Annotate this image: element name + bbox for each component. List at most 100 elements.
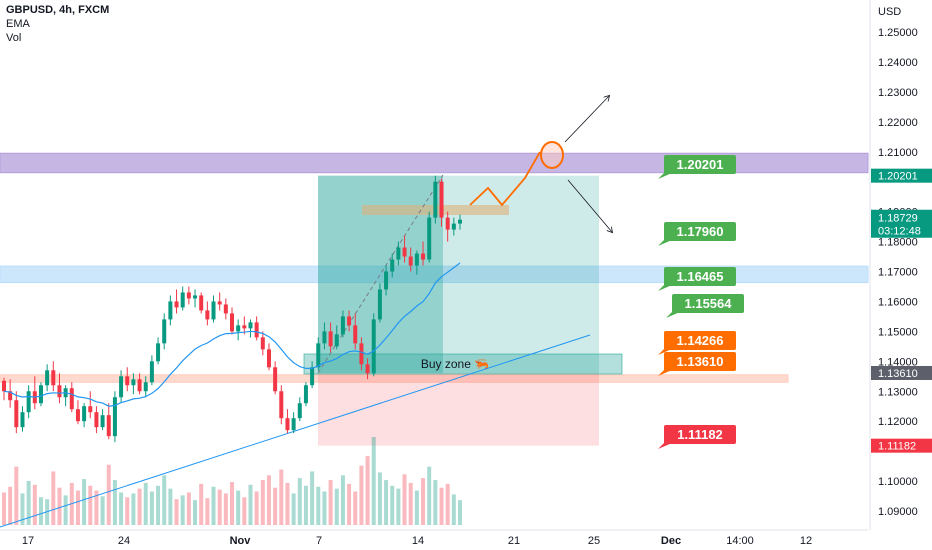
axis-price-tag-label: 1.11182 <box>878 441 916 453</box>
candle-body <box>193 295 198 299</box>
candle-body <box>359 343 364 365</box>
callout-label: 1.11182 <box>677 427 723 442</box>
projection-path <box>469 151 541 207</box>
candle-body <box>310 367 315 386</box>
candle-body <box>223 304 228 314</box>
callout-pointer <box>658 285 672 291</box>
volume-bar <box>279 469 284 525</box>
candle-body <box>230 313 234 332</box>
volume-bar <box>38 497 43 525</box>
candle-body <box>273 367 278 392</box>
volume-bar <box>143 482 148 525</box>
candle-body <box>180 292 185 308</box>
volume-bar <box>285 482 290 525</box>
volume-bar <box>340 475 345 525</box>
support-zone <box>0 265 869 284</box>
candle-body <box>106 415 111 437</box>
axis-price-tag <box>871 438 932 453</box>
candle-body <box>248 322 253 329</box>
volume-bar <box>396 488 401 525</box>
volume-bar <box>156 485 161 525</box>
candle-body <box>427 217 432 260</box>
volume-bar <box>168 488 173 525</box>
time-tick-label: Nov <box>230 535 252 547</box>
callout-label: 1.20201 <box>677 157 724 172</box>
candle-body <box>112 397 117 437</box>
time-tick-label: Dec <box>661 535 681 547</box>
volume-bar <box>14 466 19 525</box>
candle-body <box>149 361 154 383</box>
candle-body <box>334 334 339 347</box>
buy-zone-box <box>303 353 623 375</box>
volume-bar <box>266 475 271 525</box>
candle-body <box>174 301 179 308</box>
candle-body <box>254 322 259 338</box>
candle-body <box>285 418 290 431</box>
callout-pointer <box>666 312 680 318</box>
volume-bar <box>248 484 253 525</box>
trend-line <box>0 334 591 528</box>
axis-price-tag <box>871 365 932 380</box>
candle-body <box>236 325 241 332</box>
callout-label: 1.17960 <box>677 224 724 239</box>
candle-body <box>38 385 43 404</box>
volume-bar <box>353 491 358 525</box>
candle-body <box>242 325 247 329</box>
ema-line <box>3 262 461 407</box>
candle-body <box>211 301 216 320</box>
callout-label: 1.16465 <box>677 269 724 284</box>
callout-pointer <box>658 240 672 246</box>
volume-bar <box>162 475 167 525</box>
volume-bar <box>303 485 308 525</box>
time-tick-label: 12 <box>800 535 812 547</box>
volume-bar <box>359 465 364 525</box>
volume-bar <box>199 483 204 525</box>
price-tick-label: 1.23000 <box>878 87 918 99</box>
price-tick-label: 1.15000 <box>878 326 918 338</box>
callout-box <box>664 155 736 174</box>
volume-bar <box>2 492 6 525</box>
candle-body <box>100 415 105 428</box>
time-tick-label: 25 <box>588 535 600 547</box>
volume-bar <box>57 487 62 525</box>
candle-body <box>328 331 333 347</box>
price-tick-label: 1.17000 <box>878 267 918 279</box>
candle-body <box>390 259 395 272</box>
candle-body <box>162 319 167 344</box>
price-tick-label: 1.09000 <box>878 506 918 518</box>
candle-body <box>396 247 401 260</box>
down-arrow <box>567 179 612 232</box>
candle-body <box>347 316 352 326</box>
volume-bar <box>297 478 302 525</box>
candle-body <box>266 349 271 368</box>
candle-body <box>69 388 74 410</box>
candle-body <box>445 217 450 230</box>
resistance-zone <box>0 152 869 174</box>
volume-bar <box>242 497 247 525</box>
candle-body <box>82 406 87 422</box>
price-tick-label: 1.25000 <box>878 27 918 39</box>
axis-price-tag-label: 1.13610 <box>878 368 918 380</box>
volume-bar <box>180 495 185 525</box>
bar-countdown-label: 03:12:48 <box>878 226 921 238</box>
candle-body <box>377 289 382 320</box>
volume-bar <box>119 492 124 525</box>
candle-body <box>186 292 191 299</box>
volume-bar <box>365 456 370 525</box>
candle-body <box>143 382 148 392</box>
volume-bar <box>334 488 339 525</box>
volume-bar <box>100 496 105 525</box>
volume-bar <box>414 490 419 525</box>
volume-bar <box>82 479 87 525</box>
volume-bar <box>384 480 389 525</box>
volume-bar <box>445 483 450 525</box>
volume-bar <box>421 478 426 525</box>
volume-bar <box>273 487 278 525</box>
candle-body <box>408 256 413 266</box>
last-price-label: 1.18729 <box>878 213 918 225</box>
callout-label: 1.15564 <box>685 296 733 311</box>
volume-bar <box>211 486 216 525</box>
callout-box <box>672 294 744 313</box>
callout-pointer <box>658 370 672 376</box>
